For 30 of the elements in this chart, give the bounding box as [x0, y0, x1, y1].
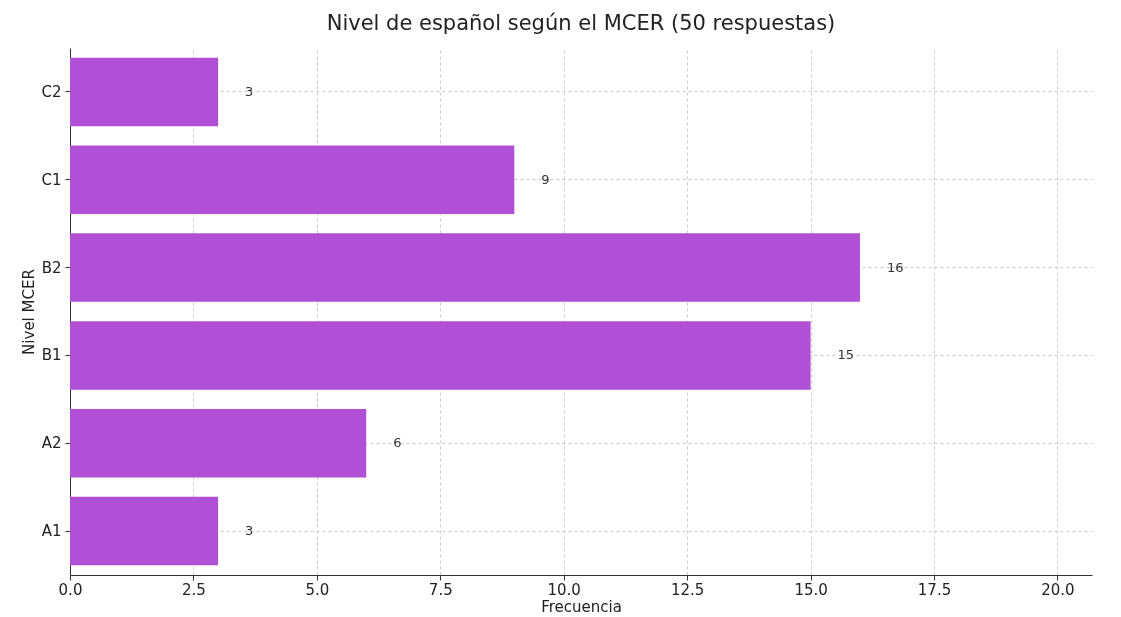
bar: [70, 145, 515, 215]
x-tick-label: 5.0: [305, 580, 330, 599]
data-label: 6: [393, 435, 402, 451]
data-label: 16: [886, 259, 904, 275]
y-tick-label: A1: [41, 522, 62, 541]
bar: [70, 233, 860, 302]
data-label: 3: [245, 83, 254, 99]
data-label: 9: [541, 171, 550, 187]
data-label: 15: [837, 347, 855, 363]
x-tick-label: 10.0: [547, 580, 581, 599]
bar: [70, 409, 367, 478]
y-tick-label: B1: [41, 346, 62, 365]
bar: [70, 496, 219, 566]
x-tick-label: 15.0: [794, 580, 828, 599]
data-label: 3: [245, 523, 254, 539]
x-axis-title: Frecuencia: [541, 597, 622, 616]
y-tick-label: A2: [41, 434, 62, 453]
x-tick-label: 17.5: [917, 580, 952, 599]
x-tick-label: 0.0: [58, 580, 83, 599]
chart-title: Nivel de español según el MCER (50 respuestas): [326, 11, 836, 35]
x-tick-label: 7.5: [428, 580, 453, 599]
y-tick-label: B2: [41, 258, 62, 277]
y-axis-title: Nivel MCER: [20, 269, 39, 355]
bar: [70, 321, 811, 390]
x-tick-label: 12.5: [670, 580, 705, 599]
y-tick-label: C2: [41, 82, 62, 101]
x-tick-label: 20.0: [1041, 580, 1075, 599]
bar: [70, 57, 219, 127]
x-tick-label: 2.5: [182, 580, 206, 599]
y-tick-label: C1: [41, 170, 62, 189]
